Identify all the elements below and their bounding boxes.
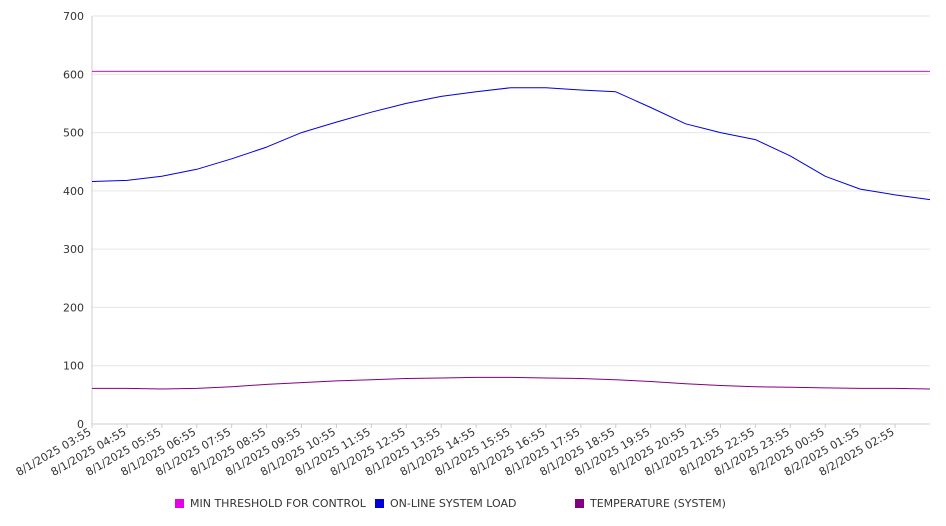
series-line-2 [92, 376, 931, 390]
x-axis-ticks: 8/1/2025 03:558/1/2025 04:558/1/2025 05:… [14, 424, 897, 479]
legend-label: MIN THRESHOLD FOR CONTROL [190, 497, 366, 510]
y-tick-label: 700 [63, 10, 84, 23]
y-tick-label: 600 [63, 68, 84, 81]
y-tick-label: 300 [63, 243, 84, 256]
y-tick-label: 500 [63, 127, 84, 140]
legend-swatch-icon [175, 499, 184, 508]
y-tick-label: 0 [77, 418, 84, 431]
legend-item-system-load[interactable]: ON-LINE SYSTEM LOAD [375, 497, 516, 510]
gridlines [92, 15, 930, 367]
series-line-1 [91, 87, 931, 201]
legend-swatch-icon [375, 499, 384, 508]
y-axis-ticks: 0 100 200 300 400 500 600 700 [63, 10, 84, 431]
legend-label: TEMPERATURE (SYSTEM) [590, 497, 726, 510]
series-lines [91, 70, 931, 390]
legend: MIN THRESHOLD FOR CONTROL ON-LINE SYSTEM… [0, 497, 946, 515]
legend-swatch-icon [575, 499, 584, 508]
legend-item-min-threshold[interactable]: MIN THRESHOLD FOR CONTROL [175, 497, 366, 510]
legend-label: ON-LINE SYSTEM LOAD [390, 497, 517, 510]
y-tick-label: 100 [63, 360, 84, 373]
legend-item-temperature[interactable]: TEMPERATURE (SYSTEM) [575, 497, 726, 510]
y-tick-label: 400 [63, 185, 84, 198]
y-tick-label: 200 [63, 301, 84, 314]
